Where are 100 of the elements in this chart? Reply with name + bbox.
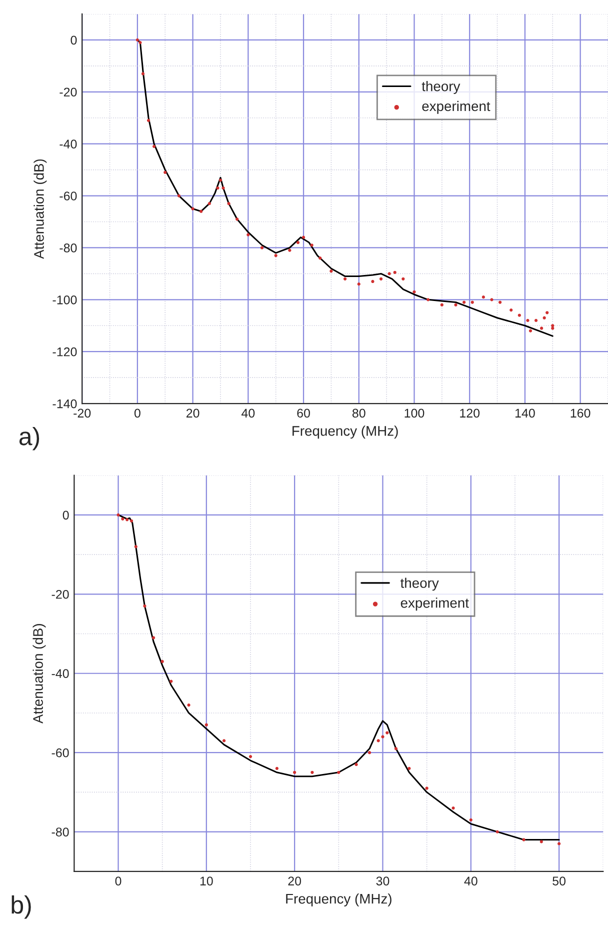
x-tick-label: 20 <box>186 408 200 418</box>
point <box>146 118 150 122</box>
point <box>130 519 134 522</box>
point <box>134 545 138 548</box>
point <box>275 766 278 770</box>
point <box>379 277 383 280</box>
y-tick-label: -120 <box>52 347 77 356</box>
point <box>381 735 384 738</box>
point <box>177 194 181 198</box>
point <box>354 762 358 766</box>
point <box>274 254 278 258</box>
point <box>551 324 554 328</box>
point <box>526 318 530 322</box>
point <box>296 240 300 244</box>
point <box>208 202 211 206</box>
point <box>490 298 494 302</box>
point <box>518 314 521 317</box>
point <box>482 296 485 299</box>
x-tick-label: 0 <box>134 408 140 418</box>
point <box>227 202 230 206</box>
y-tick-label: -20 <box>52 590 69 599</box>
point <box>540 326 544 330</box>
point <box>371 280 374 284</box>
y-tick-label: -80 <box>60 244 77 252</box>
point <box>454 303 458 306</box>
legend-label: experiment <box>400 598 469 611</box>
legend-label: theory <box>422 81 460 94</box>
point <box>260 246 264 250</box>
y-tick-label: 0 <box>62 510 69 520</box>
point <box>293 770 296 774</box>
point <box>462 300 466 304</box>
point <box>248 755 252 758</box>
point <box>204 723 208 726</box>
point <box>152 636 156 640</box>
point <box>542 316 546 320</box>
point <box>343 277 347 280</box>
point <box>222 739 226 742</box>
point <box>425 786 428 790</box>
point <box>412 290 416 294</box>
point <box>310 244 314 247</box>
point <box>310 770 314 774</box>
point <box>164 170 167 174</box>
legend-label: experiment <box>422 100 490 114</box>
point <box>376 739 380 742</box>
point <box>469 818 472 822</box>
x-axis-title: Frequency (MHz) <box>286 893 392 906</box>
point <box>357 282 360 286</box>
point <box>288 248 292 252</box>
point <box>187 704 190 707</box>
point <box>388 272 391 276</box>
point <box>116 513 120 516</box>
y-tick-label: -140 <box>52 399 77 408</box>
point <box>426 298 430 302</box>
point <box>498 300 502 304</box>
y-tick-label: -40 <box>60 140 77 148</box>
point <box>510 308 513 312</box>
y-tick-label: -80 <box>52 828 69 836</box>
point <box>558 842 561 846</box>
y-tick-label: -20 <box>60 88 77 97</box>
point <box>408 766 411 770</box>
y-tick-label: -100 <box>52 295 77 304</box>
point <box>452 806 455 810</box>
y-tick-label: 0 <box>70 36 77 45</box>
point <box>368 751 372 754</box>
point <box>143 604 146 608</box>
x-tick-label: 20 <box>288 876 302 886</box>
x-tick-label: -20 <box>74 408 91 418</box>
x-tick-label: 120 <box>460 408 480 418</box>
y-axis-title: Attenuation (dB) <box>34 159 47 259</box>
point <box>551 326 554 330</box>
point <box>534 318 538 322</box>
point <box>138 40 142 44</box>
point <box>216 186 220 190</box>
point <box>121 517 124 520</box>
point <box>394 747 398 750</box>
y-tick-label: -60 <box>60 192 77 200</box>
point <box>236 218 239 221</box>
point <box>136 38 139 42</box>
x-tick-label: 60 <box>297 408 310 418</box>
point <box>337 770 340 774</box>
x-tick-label: 100 <box>404 408 424 418</box>
point <box>470 300 474 304</box>
point <box>160 660 164 664</box>
point <box>318 256 322 260</box>
point <box>496 830 499 834</box>
text: a) <box>19 426 40 450</box>
point <box>170 680 173 683</box>
line-series <box>117 514 560 840</box>
text: b) <box>12 895 31 919</box>
line-series <box>136 39 554 337</box>
x-axis-title: Frequency (MHz) <box>292 426 398 439</box>
x-tick-label: 140 <box>515 408 535 418</box>
y-tick-label: -40 <box>52 669 69 678</box>
x-tick-label: 80 <box>352 408 366 418</box>
x-tick-label: 30 <box>376 876 390 886</box>
point <box>528 329 532 332</box>
legend-label: theory <box>400 578 439 591</box>
point <box>191 207 194 210</box>
point <box>402 277 405 280</box>
point <box>246 233 250 236</box>
